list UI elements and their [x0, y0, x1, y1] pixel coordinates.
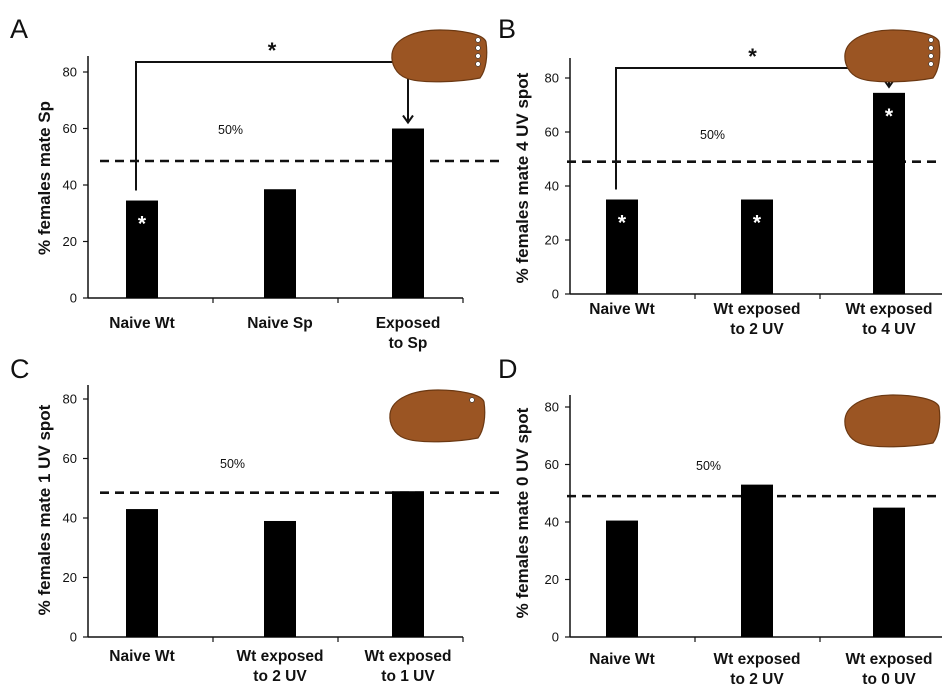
wing-0-uv-spot-icon	[844, 394, 941, 448]
y-tick-label: 80	[63, 65, 77, 80]
y-tick-label: 40	[63, 511, 77, 526]
bar-significance-star: *	[618, 212, 627, 235]
wing-4-uv-spots-icon	[844, 29, 941, 83]
comparison-significance-star: *	[268, 38, 277, 63]
wing-shape	[844, 394, 941, 448]
bar-significance-star: *	[885, 105, 894, 128]
uv-spot	[475, 61, 481, 67]
x-tick-label: to Sp	[389, 335, 428, 352]
reference-label: 50%	[700, 128, 725, 142]
comparison-significance-star: *	[748, 44, 757, 69]
bar	[606, 520, 638, 637]
y-tick-label: 40	[63, 178, 77, 193]
y-tick-label: 20	[63, 234, 77, 249]
y-tick-label: 0	[70, 630, 77, 645]
comparison-bracket	[615, 67, 890, 190]
y-tick-label: 80	[545, 71, 559, 86]
panel-letter: B	[498, 14, 516, 44]
bar	[873, 92, 905, 294]
x-tick-label: Naive Wt	[589, 651, 654, 668]
y-tick-label: 40	[545, 515, 559, 530]
panel-letter: D	[498, 354, 518, 384]
x-tick-label: to 4 UV	[862, 321, 916, 338]
x-tick-label: Wt exposed	[365, 648, 452, 665]
bar	[741, 199, 773, 294]
wing-1-uv-spot-icon	[389, 389, 486, 443]
chart-panel-D: D % females mate 0 UV spot 0 20 40 60 80 50% Nai…	[498, 354, 942, 688]
y-tick-label: 80	[63, 392, 77, 407]
x-tick-label: Naive Wt	[109, 315, 174, 332]
wing-shape	[389, 389, 486, 443]
x-tick-label: Naive Wt	[589, 301, 654, 318]
bar	[264, 189, 296, 298]
chart-panel-C: C % females mate 1 UV spot 0 20 40 60 80 50% Nai…	[10, 354, 505, 685]
uv-spot	[928, 45, 934, 51]
y-tick-label: 20	[545, 233, 559, 248]
bar	[126, 509, 158, 637]
x-tick-label: Wt exposed	[846, 301, 933, 318]
y-tick-label: 20	[545, 572, 559, 587]
y-tick-label: 60	[545, 125, 559, 140]
chart-panel-A: A % females mate Sp 0 20 40 60 80 50% * Naive Wt N…	[10, 14, 505, 352]
comparison-arrowhead	[402, 114, 414, 125]
y-axis-label: % females mate Sp	[35, 101, 54, 255]
x-tick-label: to 2 UV	[730, 671, 784, 688]
uv-spot	[475, 37, 481, 43]
x-tick-label: to 2 UV	[730, 321, 784, 338]
bar	[606, 199, 638, 294]
chart-panel-B: B % females mate 4 UV spot 0 20 40 60 80 50% * Na…	[498, 14, 942, 338]
uv-spot	[928, 61, 934, 67]
x-tick-label: Wt exposed	[846, 651, 933, 668]
x-tick-label: Wt exposed	[714, 301, 801, 318]
y-tick-label: 60	[63, 121, 77, 136]
y-axis-label: % females mate 4 UV spot	[513, 72, 532, 283]
y-axis-label: % females mate 0 UV spot	[513, 407, 532, 618]
wing-shape	[391, 29, 488, 83]
y-tick-label: 20	[63, 570, 77, 585]
uv-spot	[928, 53, 934, 59]
comparison-bracket	[135, 61, 409, 191]
y-tick-label: 0	[70, 291, 77, 306]
uv-spot	[928, 37, 934, 43]
y-tick-label: 0	[552, 287, 559, 302]
uv-spot	[475, 45, 481, 51]
bar	[392, 491, 424, 637]
x-tick-label: Naive Wt	[109, 648, 174, 665]
x-tick-label: Wt exposed	[237, 648, 324, 665]
x-tick-label: Wt exposed	[714, 651, 801, 668]
bar-significance-star: *	[753, 212, 762, 235]
y-tick-label: 60	[545, 457, 559, 472]
panel-letter: A	[10, 14, 28, 44]
y-tick-label: 80	[545, 400, 559, 415]
bar	[392, 128, 424, 298]
bar	[126, 200, 158, 298]
x-tick-label: to 2 UV	[253, 668, 307, 685]
y-tick-label: 60	[63, 451, 77, 466]
panel-letter: C	[10, 354, 30, 384]
y-tick-label: 40	[545, 179, 559, 194]
reference-label: 50%	[696, 459, 721, 473]
reference-label: 50%	[220, 457, 245, 471]
wing-4-uv-spots-icon	[391, 29, 488, 83]
bar	[873, 507, 905, 637]
reference-label: 50%	[218, 123, 243, 137]
x-tick-label: to 0 UV	[862, 671, 916, 688]
wing-shape	[844, 29, 941, 83]
x-tick-label: Naive Sp	[247, 315, 312, 332]
uv-spot	[469, 397, 475, 403]
y-tick-label: 0	[552, 630, 559, 645]
x-tick-label: to 1 UV	[381, 668, 435, 685]
bar	[741, 484, 773, 637]
bar-significance-star: *	[138, 213, 147, 236]
x-tick-label: Exposed	[376, 315, 441, 332]
uv-spot	[475, 53, 481, 59]
bar	[264, 520, 296, 637]
y-axis-label: % females mate 1 UV spot	[35, 404, 54, 615]
